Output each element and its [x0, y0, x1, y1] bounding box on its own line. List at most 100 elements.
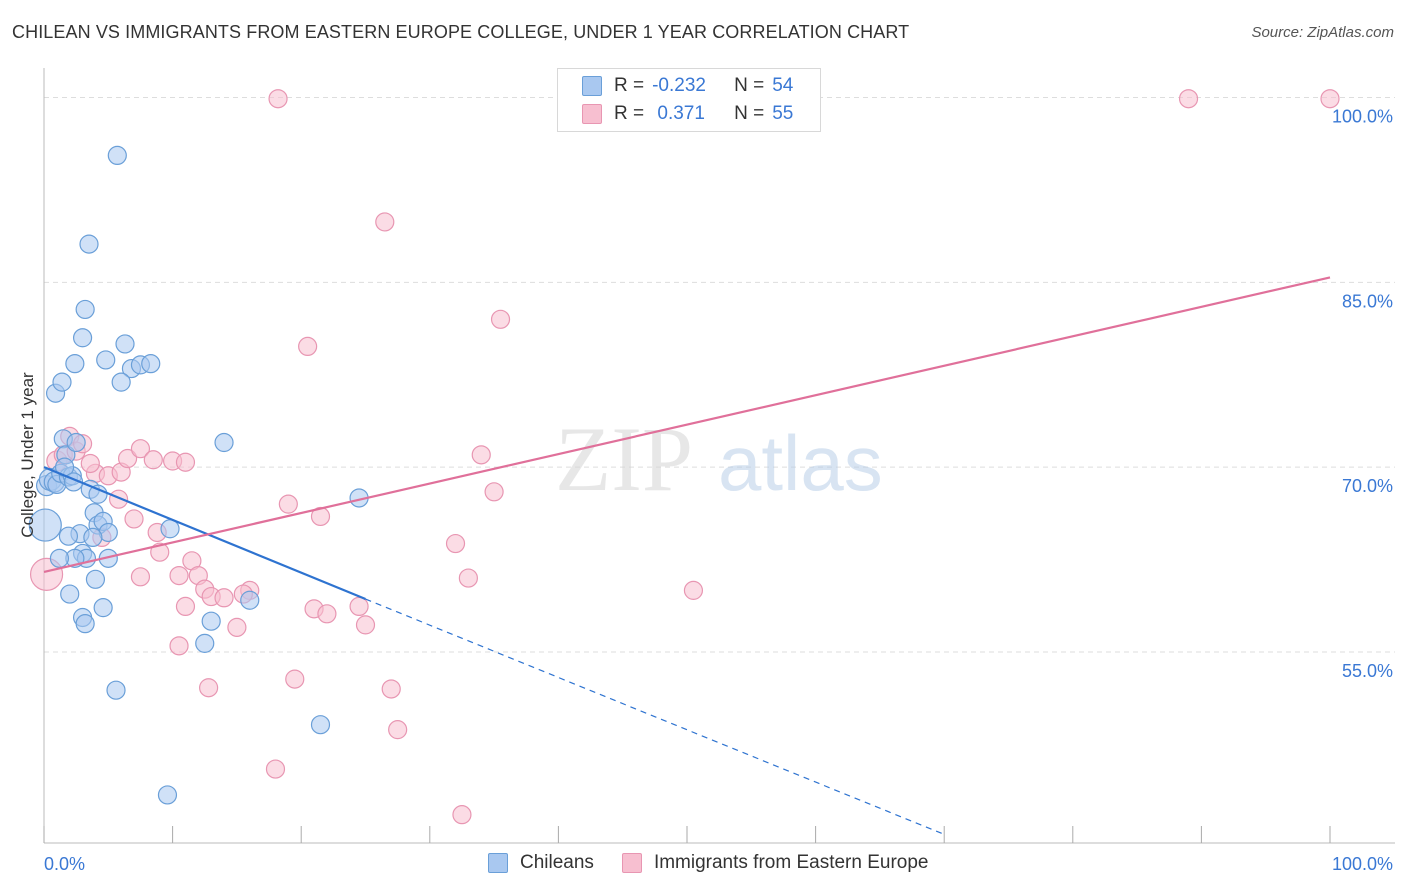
chileans-point: [58, 526, 79, 546]
eastern-europe-point: [388, 720, 408, 740]
y-axis-label: College, Under 1 year: [18, 372, 37, 538]
eastern-europe-point: [175, 452, 196, 472]
chileans-point: [75, 299, 95, 320]
eastern-europe-point: [490, 309, 511, 329]
eastern-europe-point: [298, 336, 318, 356]
chileans-point: [107, 145, 127, 165]
legend-r-value: 0.371: [652, 103, 705, 124]
eastern-europe-point: [355, 615, 376, 635]
legend-r-value: -0.232: [652, 75, 706, 96]
eastern-europe-point: [108, 489, 129, 509]
chileans-point: [195, 633, 215, 653]
eastern-europe-point: [143, 450, 163, 470]
eastern-europe-point: [130, 567, 151, 587]
eastern-europe-point: [375, 212, 395, 232]
eastern-europe-point: [317, 604, 337, 624]
y-tick-label: 85.0%: [1342, 291, 1393, 311]
legend-row-eastern-europe: R = 0.371 N = 55: [582, 101, 793, 127]
chileans-point: [111, 372, 131, 392]
eastern-europe-point: [471, 445, 491, 465]
chart-title: CHILEAN VS IMMIGRANTS FROM EASTERN EUROP…: [12, 22, 910, 42]
chileans-point: [88, 484, 108, 504]
chileans-point: [106, 680, 126, 700]
legend-swatch-blue: [582, 76, 602, 96]
eastern-europe-point: [445, 533, 466, 554]
eastern-europe-point: [1178, 89, 1199, 109]
legend-swatch-pink: [582, 104, 602, 124]
watermark-zip: ZIP: [555, 408, 693, 510]
chileans-point: [93, 598, 113, 618]
chileans-trend-extension: [365, 598, 945, 835]
tick-labels: 55.0% 70.0% 85.0% 100.0% 0.0% 100.0%: [44, 106, 1393, 874]
eastern-europe-point: [278, 494, 298, 514]
chileans-point: [214, 432, 234, 453]
legend-swatch-blue: [488, 853, 508, 873]
eastern-europe-point: [458, 568, 478, 588]
x-tick-label: 100.0%: [1332, 854, 1393, 874]
eastern-europe-point: [169, 636, 189, 656]
legend-label-eastern-europe: Immigrants from Eastern Europe: [653, 852, 929, 873]
chileans-point: [141, 354, 161, 374]
legend-swatch-pink: [621, 853, 642, 873]
eastern-europe-point: [484, 482, 504, 502]
axes: [43, 68, 1395, 844]
chileans-point: [79, 234, 99, 254]
chileans-point: [52, 372, 72, 392]
chileans-point: [157, 785, 178, 805]
chileans-point: [49, 548, 70, 568]
trend-lines: [43, 276, 1331, 835]
legend-r-label: R =: [614, 103, 645, 124]
correlation-legend: R = -0.232 N = 54 R = 0.371 N = 55: [557, 68, 821, 132]
eastern-europe-point: [1320, 89, 1340, 109]
eastern-europe-point: [683, 580, 704, 600]
chart-source: Source: ZipAtlas.com: [1251, 24, 1394, 41]
chileans-point: [65, 354, 85, 374]
watermark: ZIP atlas: [555, 408, 883, 510]
legend-item-eastern-europe[interactable]: Immigrants from Eastern Europe: [621, 852, 929, 874]
chileans-point: [83, 527, 103, 548]
eastern-europe-point: [199, 678, 219, 698]
legend-n-value: 55: [772, 103, 794, 124]
eastern-europe-point: [175, 596, 196, 617]
chileans-point: [96, 350, 116, 370]
chileans-point: [115, 334, 135, 354]
eastern-europe-point: [117, 448, 138, 469]
eastern-europe-point: [265, 759, 286, 779]
legend-item-chileans[interactable]: Chileans: [488, 852, 594, 874]
eastern-europe-point: [268, 89, 288, 109]
chileans-trend-line: [43, 466, 366, 601]
chileans-point: [310, 715, 331, 735]
eastern-europe-point: [169, 565, 189, 586]
legend-row-chileans: R = -0.232 N = 54: [582, 73, 793, 99]
legend-n-label: N =: [734, 103, 765, 124]
legend-label-chileans: Chileans: [520, 852, 594, 873]
chileans-point: [72, 328, 93, 348]
eastern-europe-point: [80, 453, 100, 474]
data-points: [28, 89, 1340, 825]
eastern-europe-point: [285, 669, 305, 689]
chileans-point: [28, 508, 62, 542]
legend-n-value: 54: [772, 75, 794, 96]
y-tick-label: 55.0%: [1342, 661, 1393, 681]
y-tick-label: 100.0%: [1332, 106, 1393, 126]
y-tick-label: 70.0%: [1342, 476, 1393, 496]
x-tick-label: 0.0%: [44, 854, 85, 874]
chileans-point: [201, 611, 221, 631]
eastern-europe-point: [452, 805, 472, 825]
chileans-point: [240, 590, 260, 610]
eastern-europe-trend-line: [43, 276, 1331, 573]
chileans-point: [75, 614, 95, 634]
chileans-point: [85, 569, 106, 589]
chileans-point: [60, 584, 80, 604]
watermark-atlas: atlas: [718, 419, 883, 507]
eastern-europe-point: [227, 617, 247, 637]
eastern-europe-point: [214, 588, 234, 608]
eastern-europe-point: [124, 509, 144, 529]
legend-n-label: N =: [734, 75, 765, 96]
eastern-europe-point: [349, 596, 369, 617]
eastern-europe-point: [130, 439, 151, 459]
chileans-point: [66, 432, 86, 453]
eastern-europe-point: [310, 506, 331, 527]
legend-r-label: R =: [614, 75, 645, 96]
